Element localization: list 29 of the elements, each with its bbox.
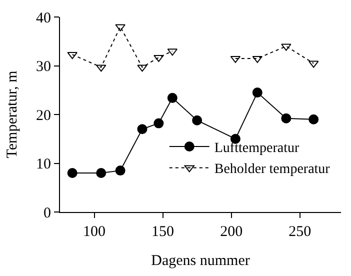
point [154, 118, 164, 128]
legend-label: Lufttemperatur [214, 140, 300, 156]
x-tick-label: 250 [288, 224, 312, 240]
x-tick-label: 150 [152, 224, 174, 240]
point [96, 168, 106, 178]
point [115, 24, 126, 32]
y-tick-label: 0 [44, 205, 51, 222]
point [281, 113, 292, 124]
point [252, 88, 262, 98]
x-tick-label: 100 [83, 224, 106, 240]
x-tick-label: 200 [220, 224, 243, 240]
point [67, 168, 78, 178]
legend-label: Beholder temperatur [214, 162, 330, 178]
point [154, 54, 164, 62]
point [308, 114, 319, 124]
point [137, 64, 148, 72]
y-tick-label: 10 [36, 156, 51, 172]
point [96, 64, 106, 72]
point [192, 115, 202, 126]
point [67, 52, 78, 60]
x-axis-title: Dagens nummer [151, 253, 250, 269]
y-axis-title: Temperatur, m [4, 70, 20, 158]
point [137, 124, 148, 134]
y-tick-label: 40 [36, 10, 51, 26]
point [167, 92, 178, 103]
point [281, 44, 292, 51]
y-tick-label: 20 [36, 108, 51, 124]
y-tick-label: 30 [36, 59, 51, 75]
point [115, 166, 126, 176]
